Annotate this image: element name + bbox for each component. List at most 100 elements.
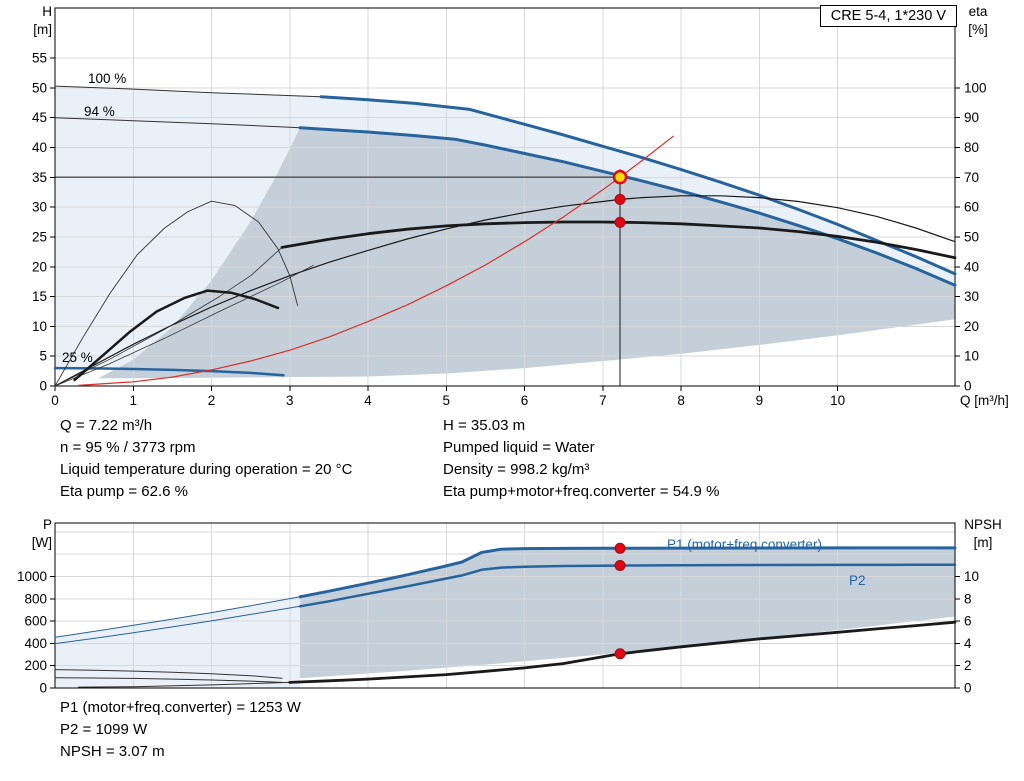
eta-minspeed-thick [73, 289, 280, 382]
y2tick-label: 0 [964, 681, 972, 696]
info-density: Density = 998.2 kg/m³ [443, 461, 590, 478]
xtick-label: 3 [286, 393, 294, 408]
xtick-label: 6 [521, 393, 529, 408]
y2tick-label: 100 [964, 80, 987, 95]
p1-curve-label: P1 (motor+freq.converter) [667, 537, 822, 552]
speed-control-area [98, 127, 955, 379]
npsh-point [614, 648, 626, 660]
eta-rise-line-a [54, 246, 283, 387]
ytick-label: 35 [32, 170, 47, 185]
ytick-label: 0 [39, 681, 47, 696]
eta-minspeed-thin [54, 200, 299, 387]
plot-border [54, 522, 956, 689]
info-eta-pump: Eta pump = 62.6 % [60, 483, 188, 500]
ytick-label: 15 [32, 289, 47, 304]
y2tick-label: 60 [964, 200, 979, 215]
xtick-label: 1 [130, 393, 138, 408]
p2-point [614, 559, 626, 571]
chart-power-npsh: 0 200 400 600 800 1000 0 2 4 6 8 10 [17, 522, 979, 696]
ytick-label: 50 [32, 80, 47, 95]
y2tick-label: 90 [964, 110, 979, 125]
power-area-dark [300, 547, 955, 679]
xtick-label: 0 [51, 393, 59, 408]
xtick-label: 10 [830, 393, 845, 408]
ytick-label: 800 [24, 591, 47, 606]
speed-label-100: 100 % [88, 71, 127, 86]
eta-total-point [614, 216, 626, 228]
y2tick-label: 10 [964, 349, 979, 364]
ytick-label: 5 [39, 349, 47, 364]
duty-point[interactable] [612, 169, 628, 185]
y2tick-label: 20 [964, 319, 979, 334]
y2tick-label: 70 [964, 170, 979, 185]
p2-curve [298, 563, 957, 608]
info-pumped-liquid: Pumped liquid = Water [443, 439, 595, 456]
ytick-label: 40 [32, 140, 47, 155]
info-liquid-temp: Liquid temperature during operation = 20… [60, 461, 353, 478]
xtick-label: 7 [599, 393, 607, 408]
speed-label-94: 94 % [84, 104, 115, 119]
p1-curve-lead [54, 596, 301, 638]
y2tick-label: 50 [964, 229, 979, 244]
p2-curve-label: P2 [849, 573, 866, 588]
system-curve [77, 135, 674, 386]
y2tick-label: 10 [964, 569, 979, 584]
ytick-label: 20 [32, 259, 47, 274]
p-axis-label: P [W] [31, 517, 52, 550]
info-p1: P1 (motor+freq.converter) = 1253 W [60, 699, 301, 716]
npsh-axis-label: NPSH [m] [964, 517, 1002, 550]
info-speed: n = 95 % / 3773 rpm [60, 439, 196, 456]
y2tick-label: 2 [964, 658, 972, 673]
ytick-label: 45 [32, 110, 47, 125]
info-head: H = 35.03 m [443, 417, 526, 434]
curve-25pct [53, 366, 285, 377]
info-npsh: NPSH = 3.07 m [60, 743, 165, 760]
xtick-label: 4 [364, 393, 372, 408]
low-speed-power-b [54, 677, 283, 683]
speed-label-25: 25 % [62, 350, 93, 365]
y2tick-label: 40 [964, 259, 979, 274]
y2tick-label: 80 [964, 140, 979, 155]
ytick-label: 55 [32, 51, 47, 66]
plot-border [54, 7, 956, 387]
ytick-label: 200 [24, 658, 47, 673]
power-area-light [55, 596, 300, 688]
curve-100pct [319, 95, 957, 276]
ytick-label: 25 [32, 229, 47, 244]
q-axis-label: Q [m³/h] [960, 393, 1009, 408]
xtick-label: 2 [208, 393, 216, 408]
info-p2: P2 = 1099 W [60, 721, 148, 738]
pump-title-box: CRE 5-4, 1*230 V [819, 5, 957, 27]
eta-axis-label: eta [%] [968, 4, 988, 37]
ytick-label: 400 [24, 636, 47, 651]
ytick-label: 1000 [17, 569, 47, 584]
y2tick-label: 8 [964, 591, 972, 606]
npsh-curve-lead [78, 681, 291, 688]
ytick-label: 0 [39, 379, 47, 394]
eta-pump-curve [54, 195, 956, 387]
y2tick-label: 6 [964, 614, 972, 629]
curve-94pct-lead [54, 117, 301, 129]
p1-curve [298, 546, 957, 599]
xtick-label: 9 [756, 393, 764, 408]
p2-curve-lead [54, 605, 301, 645]
curve-100pct-lead [54, 85, 322, 98]
chart-head-flow: 0 1 2 3 4 5 6 7 8 9 100510152025303540455055010203… [32, 7, 987, 408]
curve-94pct [298, 126, 957, 287]
ytick-label: 30 [32, 200, 47, 215]
eta-pump-point [614, 193, 626, 205]
p1-point [614, 542, 626, 554]
low-speed-power-a [54, 669, 283, 679]
info-flow: Q = 7.22 m³/h [60, 417, 153, 434]
info-eta-total: Eta pump+motor+freq.converter = 54.9 % [443, 483, 720, 500]
xtick-label: 5 [443, 393, 451, 408]
y2tick-label: 4 [964, 636, 972, 651]
ytick-label: 600 [24, 614, 47, 629]
y2tick-label: 30 [964, 289, 979, 304]
xtick-label: 8 [677, 393, 685, 408]
y2tick-label: 0 [964, 379, 972, 394]
ytick-label: 10 [32, 319, 47, 334]
eta-rise-line-b [54, 264, 314, 387]
